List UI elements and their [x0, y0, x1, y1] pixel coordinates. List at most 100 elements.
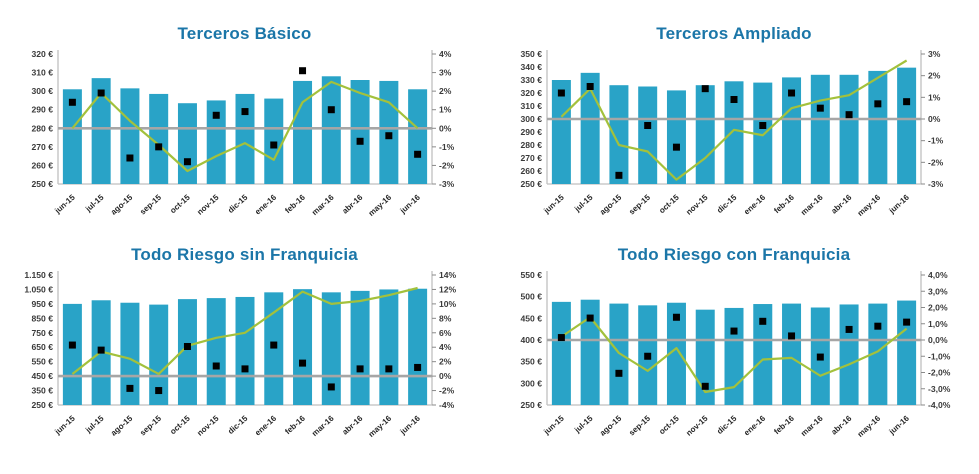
x-axis-labels: jun-15 jul-15 ago-15 sep-15 oct-15 nov-15 dic-… — [541, 192, 911, 218]
marker — [212, 362, 220, 370]
bars-group — [62, 288, 427, 405]
left-axis-label: 250 € — [520, 400, 542, 410]
left-axis-label: 250 € — [31, 400, 53, 410]
x-axis-label: nov-15 — [684, 192, 710, 216]
x-axis-label: ago-15 — [109, 413, 135, 437]
bar — [263, 98, 283, 184]
chart-todo-riesgo-con-franquicia: Todo Riesgo con Franquicia 550 € 500 € 450… — [501, 245, 967, 461]
trend-line — [560, 316, 908, 394]
marker — [816, 104, 824, 112]
right-axis-labels: 3% 2% 1% 0% -1% -2% -3% — [921, 49, 944, 189]
marker — [644, 352, 652, 360]
marker — [68, 341, 76, 349]
chart-title-todo-riesgo-sin-franquicia: Todo Riesgo sin Franquicia — [131, 245, 358, 264]
left-axis-label: 340 € — [520, 62, 542, 72]
right-axis-label: 14% — [439, 270, 457, 280]
marker — [327, 383, 335, 391]
marker — [672, 143, 680, 151]
x-axis-labels: jun-15 jul-15 ago-15 sep-15 oct-15 nov-15 dic-… — [52, 192, 422, 218]
left-axis-label: 290 € — [520, 127, 542, 137]
marker — [903, 98, 911, 106]
marker — [874, 322, 882, 330]
x-axis-label: oct-15 — [657, 192, 681, 215]
marker — [788, 332, 796, 340]
x-axis-label: oct-15 — [168, 192, 192, 215]
right-axis-label: 3% — [439, 68, 452, 78]
left-axis-labels: 350 € 340 € 330 € 320 € 310 € 300 € 290 € 280 €… — [520, 49, 542, 189]
right-axis-label: 3% — [928, 49, 941, 59]
marker — [327, 106, 335, 114]
marker — [701, 85, 709, 93]
marker — [241, 365, 248, 373]
trend-line — [71, 286, 418, 376]
x-axis-label: jul-15 — [572, 192, 595, 214]
left-axis-label: 450 € — [520, 313, 542, 323]
marker — [183, 343, 191, 350]
x-axis-label: jun-15 — [52, 192, 77, 215]
x-axis-label: ene-16 — [742, 192, 767, 216]
trend-line — [71, 80, 418, 173]
x-axis-label: may-16 — [366, 192, 393, 218]
cell-todo-riesgo-con-franquicia: Todo Riesgo con Franquicia 550 € 500 € 450… — [489, 237, 979, 474]
x-axis-label: jul-15 — [572, 413, 595, 435]
chart-todo-riesgo-sin-franquicia: Todo Riesgo sin Franquicia 1.150 € 1.050 … — [12, 245, 478, 461]
bar — [897, 300, 917, 405]
x-axis-label: mar-16 — [799, 413, 825, 438]
right-axis-labels: 4,0% 3,0% 2,0% 1,0% 0,0% -1,0% -2,0% -3,0% -4,0% — [921, 270, 951, 410]
marker — [759, 317, 767, 325]
x-axis-label: jun-15 — [541, 413, 566, 436]
marker — [356, 137, 364, 145]
markers-group — [557, 83, 911, 179]
x-axis-label: sep-15 — [627, 192, 652, 216]
x-axis-label: nov-15 — [195, 413, 221, 437]
bar — [782, 77, 802, 184]
left-axis-label: 550 € — [520, 270, 542, 280]
x-axis-label: dic-15 — [226, 192, 250, 215]
right-axis-label: -2,0% — [928, 368, 951, 378]
left-axis-label: 260 € — [520, 166, 542, 176]
right-axis-label: 12% — [439, 284, 457, 294]
right-axis-label: 0% — [439, 371, 452, 381]
chart-terceros-ampliado: Terceros Ampliado 350 € 340 € 330 € 320 € 31… — [501, 24, 967, 240]
markers-group — [557, 313, 911, 390]
right-axis-label: 2% — [439, 86, 452, 96]
x-axis-label: abr-16 — [830, 413, 854, 436]
left-axis-labels: 320 € 310 € 300 € 290 € 280 € 270 € 260 € 250 € — [31, 49, 53, 189]
right-axis-label: 2% — [439, 357, 452, 367]
marker — [816, 353, 824, 361]
marker — [730, 96, 738, 103]
marker — [356, 365, 364, 373]
marker — [269, 341, 277, 349]
bar — [666, 90, 686, 184]
right-axis-label: 10% — [439, 299, 457, 309]
x-axis-label: mar-16 — [310, 192, 336, 217]
marker — [212, 111, 220, 119]
x-axis-label: sep-15 — [627, 413, 652, 437]
x-axis-label: dic-15 — [715, 192, 739, 215]
marker — [68, 98, 76, 106]
bar — [839, 304, 859, 405]
x-axis-label: jun-16 — [397, 192, 422, 215]
right-axis-labels: 4% 3% 2% 1% 0% -1% -2% -3% — [431, 49, 455, 189]
bar — [753, 82, 773, 184]
right-axis-labels: 14% 12% 10% 8% 6% 4% 2% 0% -2% -4% — [431, 270, 457, 410]
bar — [868, 303, 888, 405]
bar — [119, 88, 139, 184]
right-axis-label: -3% — [439, 179, 455, 189]
chart-canvas-todo-riesgo-con-franquicia: 550 € 500 € 450 € 400 € 350 € 300 € 250 € 4,0% 3… — [520, 270, 951, 439]
x-axis-label: feb-16 — [772, 413, 796, 436]
x-axis-label: feb-16 — [772, 192, 796, 215]
marker — [241, 108, 248, 116]
right-axis-label: -4,0% — [928, 400, 951, 410]
x-axis-label: jul-15 — [83, 192, 106, 214]
bar — [407, 288, 427, 405]
bars-group — [551, 67, 917, 184]
bar — [666, 302, 686, 405]
left-axis-label: 310 € — [520, 101, 542, 111]
right-axis-label: 4% — [439, 49, 452, 59]
left-axis-labels: 1.150 € 1.050 € 950 € 850 € 750 € 650 € 550 € 4… — [24, 270, 53, 410]
right-axis-label: 2% — [928, 71, 941, 81]
right-axis-label: -2% — [928, 157, 944, 167]
left-axis-label: 260 € — [31, 160, 53, 170]
